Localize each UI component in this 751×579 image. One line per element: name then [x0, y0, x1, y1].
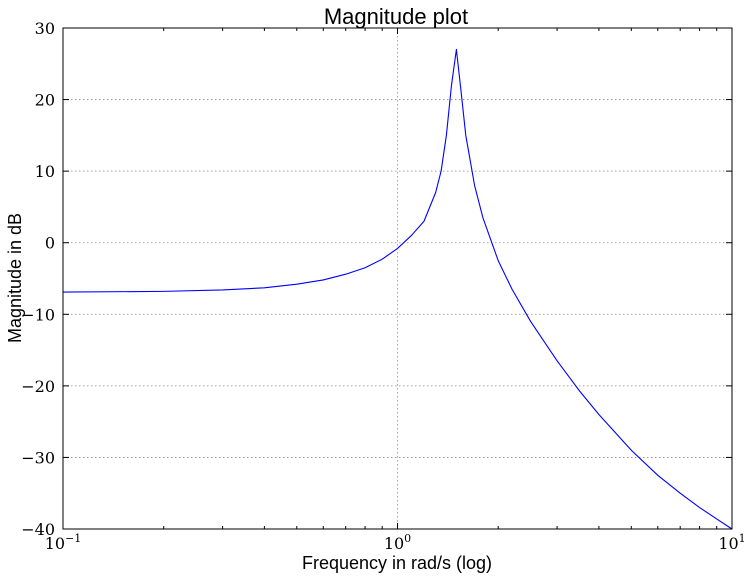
magnitude-series-line [62, 48, 733, 530]
x-axis-label: Frequency in rad/s (log) [302, 553, 492, 573]
y-tick-label: 0 [45, 234, 55, 253]
y-tick-label: 30 [35, 19, 55, 38]
ticks [62, 27, 733, 530]
x-tick-label: 100 [384, 532, 411, 553]
x-tick-label: 101 [718, 532, 745, 553]
y-tick-label: 10 [35, 162, 55, 181]
y-tick-label: −30 [21, 448, 55, 467]
chart-title: Magnitude plot [324, 4, 468, 29]
plot-frame [62, 27, 733, 530]
y-tick-label: −40 [21, 520, 55, 539]
series-layer [62, 48, 733, 530]
y-tick-label: −20 [21, 377, 55, 396]
grid [63, 28, 732, 529]
y-axis-label: Magnitude in dB [5, 213, 25, 343]
x-tick-label: 10−1 [45, 532, 82, 553]
y-tick-label: 20 [35, 91, 55, 110]
y-tick-label: −10 [21, 305, 55, 324]
